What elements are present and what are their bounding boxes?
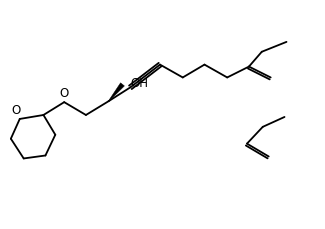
Polygon shape bbox=[109, 83, 124, 102]
Text: OH: OH bbox=[130, 76, 149, 90]
Text: O: O bbox=[11, 103, 20, 116]
Text: O: O bbox=[59, 86, 69, 99]
